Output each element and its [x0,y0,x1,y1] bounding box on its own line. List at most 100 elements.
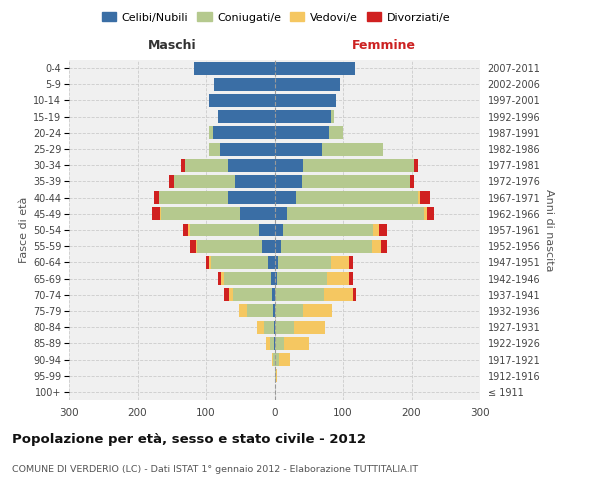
Bar [196,240,197,252]
Bar [273,353,275,366]
Bar [161,208,240,220]
Bar [175,175,235,188]
Bar [218,110,275,123]
Bar [353,288,356,301]
Bar [275,142,322,156]
Bar [160,191,228,204]
Text: COMUNE DI VERDERIO (LC) - Dati ISTAT 1° gennaio 2012 - Elaborazione TUTTITALIA.I: COMUNE DI VERDERIO (LC) - Dati ISTAT 1° … [12,466,418,474]
Bar [275,62,355,74]
Text: Maschi: Maschi [148,39,196,52]
Bar [275,175,302,188]
Bar [349,256,353,269]
Bar [183,224,188,236]
Bar [275,208,287,220]
Bar [427,208,434,220]
Bar [275,159,303,172]
Bar [275,78,340,91]
Bar [275,288,324,301]
Bar [275,240,281,252]
Bar [259,224,275,236]
Bar [284,337,309,350]
Bar [229,288,233,301]
Bar [382,240,387,252]
Bar [194,62,275,74]
Bar [209,94,275,107]
Bar [272,288,275,301]
Bar [221,272,224,285]
Bar [287,208,424,220]
Bar [152,208,160,220]
Bar [414,159,418,172]
Bar [277,272,327,285]
Bar [303,159,414,172]
Bar [418,191,420,204]
Bar [185,159,228,172]
Bar [275,126,329,140]
Bar [379,224,387,236]
Y-axis label: Fasce di età: Fasce di età [19,197,29,263]
Bar [283,224,373,236]
Bar [293,320,325,334]
Bar [169,175,175,188]
Bar [206,256,209,269]
Bar [257,320,264,334]
Bar [160,208,161,220]
Bar [424,208,427,220]
Bar [302,175,410,188]
Bar [268,256,275,269]
Bar [154,191,160,204]
Bar [322,142,383,156]
Bar [275,272,277,285]
Bar [240,208,275,220]
Bar [296,191,418,204]
Bar [209,126,213,140]
Bar [247,304,273,318]
Bar [228,159,275,172]
Bar [188,224,190,236]
Bar [274,320,275,334]
Bar [190,240,196,252]
Bar [420,191,430,204]
Bar [275,353,278,366]
Bar [324,288,353,301]
Bar [239,304,247,318]
Legend: Celibi/Nubili, Coniugati/e, Vedovi/e, Divorziati/e: Celibi/Nubili, Coniugati/e, Vedovi/e, Di… [97,8,455,27]
Bar [275,94,336,107]
Bar [303,304,332,318]
Bar [270,337,274,350]
Bar [218,272,221,285]
Bar [214,78,275,91]
Bar [275,256,278,269]
Bar [275,304,303,318]
Bar [275,191,296,204]
Text: Femmine: Femmine [352,39,416,52]
Bar [331,256,349,269]
Bar [327,272,349,285]
Bar [274,337,275,350]
Text: Popolazione per età, sesso e stato civile - 2012: Popolazione per età, sesso e stato civil… [12,432,366,446]
Bar [275,224,283,236]
Bar [329,126,343,140]
Bar [262,240,275,252]
Bar [190,224,259,236]
Bar [275,337,284,350]
Y-axis label: Anni di nascita: Anni di nascita [544,188,554,271]
Bar [273,304,275,318]
Bar [372,240,382,252]
Bar [275,320,293,334]
Bar [281,240,372,252]
Bar [272,353,273,366]
Bar [275,110,331,123]
Bar [275,369,276,382]
Bar [349,272,353,285]
Bar [213,126,275,140]
Bar [264,320,274,334]
Bar [276,369,277,382]
Bar [266,337,270,350]
Bar [209,256,211,269]
Bar [224,272,271,285]
Bar [278,353,290,366]
Bar [228,191,275,204]
Bar [224,288,229,301]
Bar [220,142,275,156]
